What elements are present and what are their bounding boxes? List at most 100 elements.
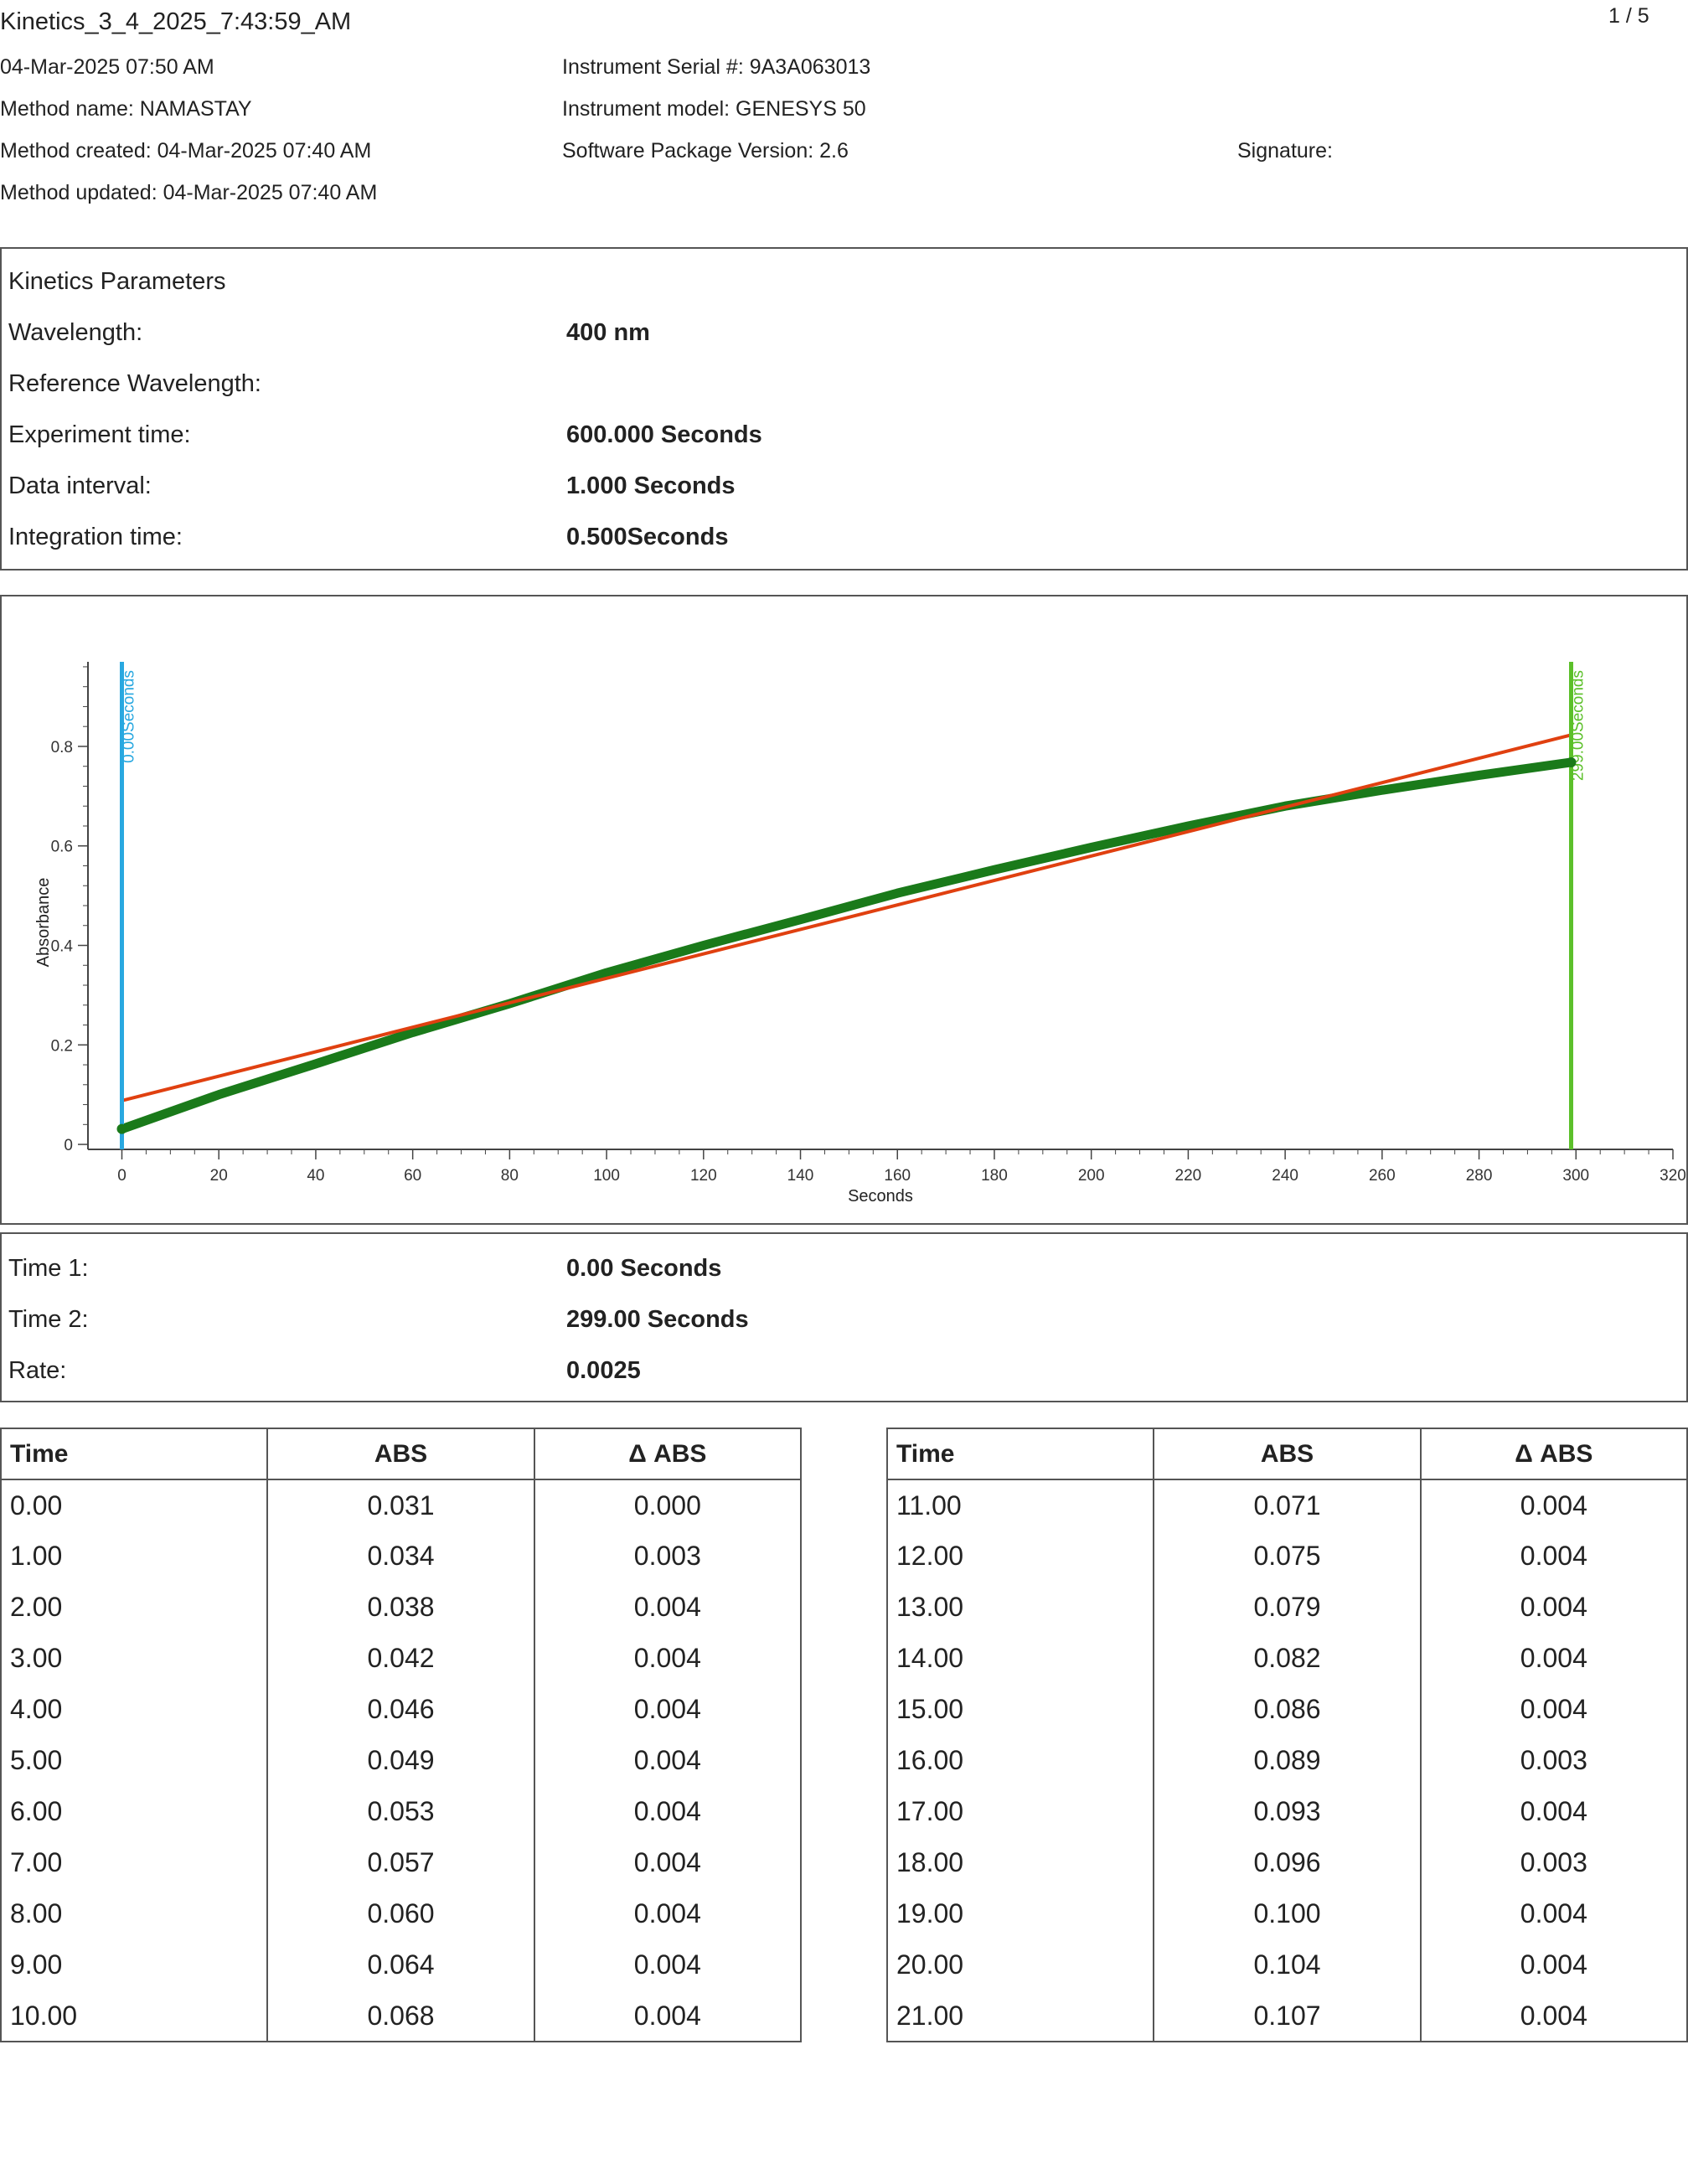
cell-abs: 0.096: [1153, 1837, 1422, 1888]
cell-time: 11.00: [885, 1479, 1155, 1531]
data-point: [798, 916, 803, 922]
result-label: Time 1:: [8, 1255, 89, 1282]
instrument-serial: Instrument Serial #: 9A3A063013: [562, 55, 871, 79]
cell-delta-abs: 0.004: [1419, 1582, 1688, 1633]
x-tick-label: 100: [593, 1167, 620, 1185]
data-point: [410, 1030, 416, 1035]
y-tick-label: 0: [64, 1137, 73, 1154]
cell-time: 16.00: [885, 1735, 1155, 1786]
cell-time: 5.00: [0, 1735, 269, 1786]
param-value: 400 nm: [566, 319, 650, 346]
table-row: 7.00 0.057 0.004: [0, 1837, 803, 1888]
cell-time: 1.00: [0, 1531, 269, 1582]
page-indicator: 1 / 5: [1608, 4, 1649, 28]
chart-panel: 0 20 40 60 80 100 120 140 160 180 200 220 240 260 280 3…: [0, 595, 1688, 1225]
time-marker-label: 0.00Seconds: [121, 670, 138, 763]
cell-delta-abs: 0.004: [1419, 1990, 1688, 2042]
table-row: 0.00 0.031 0.000: [0, 1479, 803, 1531]
cell-abs: 0.038: [266, 1582, 535, 1633]
cell-abs: 0.079: [1153, 1582, 1422, 1633]
cell-delta-abs: 0.004: [1419, 1684, 1688, 1735]
cell-abs: 0.107: [1153, 1990, 1422, 2042]
time-marker-label: 299.00Seconds: [1569, 670, 1587, 781]
method-updated: Method updated: 04-Mar-2025 07:40 AM: [0, 181, 378, 204]
cell-delta-abs: 0.003: [1419, 1837, 1688, 1888]
x-tick-label: 240: [1272, 1167, 1298, 1185]
cell-abs: 0.100: [1153, 1888, 1422, 1939]
cell-abs: 0.093: [1153, 1786, 1422, 1837]
col-header-delta-abs: Δ ABS: [533, 1428, 803, 1480]
x-axis-label: Seconds: [848, 1187, 913, 1206]
param-label: Data interval:: [8, 472, 152, 499]
x-tick-label: 320: [1660, 1167, 1686, 1185]
cell-abs: 0.071: [1153, 1479, 1422, 1531]
col-header-abs: ABS: [1153, 1428, 1422, 1480]
kinetics-parameters-panel: Kinetics Parameters Wavelength: 400 nm R…: [0, 247, 1688, 571]
cell-abs: 0.064: [266, 1939, 535, 1990]
cell-abs: 0.075: [1153, 1531, 1422, 1582]
cell-delta-abs: 0.004: [533, 1786, 803, 1837]
result-value: 0.00 Seconds: [566, 1255, 722, 1282]
cell-delta-abs: 0.004: [533, 1939, 803, 1990]
x-tick-label: 180: [981, 1167, 1008, 1185]
file-title: Kinetics_3_4_2025_7:43:59_AM: [0, 8, 352, 35]
cell-time: 21.00: [885, 1990, 1155, 2042]
data-point: [604, 970, 610, 976]
y-tick-label: 0.8: [51, 739, 73, 756]
cell-abs: 0.031: [266, 1479, 535, 1531]
cell-time: 4.00: [0, 1684, 269, 1735]
cell-abs: 0.104: [1153, 1939, 1422, 1990]
col-header-time: Time: [0, 1428, 269, 1480]
table-row: 15.00 0.086 0.004: [885, 1684, 1688, 1735]
param-label: Reference Wavelength:: [8, 370, 261, 397]
signature-label: Signature:: [1237, 139, 1333, 163]
data-point: [312, 1061, 318, 1066]
cell-time: 10.00: [0, 1990, 269, 2042]
param-label: Integration time:: [8, 524, 183, 550]
cell-abs: 0.060: [266, 1888, 535, 1939]
col-header-abs: ABS: [266, 1428, 535, 1480]
x-tick-label: 120: [690, 1167, 717, 1185]
cell-abs: 0.089: [1153, 1735, 1422, 1786]
software-version: Software Package Version: 2.6: [562, 139, 849, 163]
param-value: 1.000 Seconds: [566, 472, 736, 499]
table-row: 12.00 0.075 0.004: [885, 1531, 1688, 1582]
cell-delta-abs: 0.003: [533, 1531, 803, 1582]
table-row: 17.00 0.093 0.004: [885, 1786, 1688, 1837]
cell-abs: 0.057: [266, 1837, 535, 1888]
table-row: 5.00 0.049 0.004: [0, 1735, 803, 1786]
parameters-heading: Kinetics Parameters: [8, 268, 226, 295]
cell-time: 13.00: [885, 1582, 1155, 1633]
cell-delta-abs: 0.004: [533, 1837, 803, 1888]
cell-time: 6.00: [0, 1786, 269, 1837]
cell-time: 8.00: [0, 1888, 269, 1939]
result-label: Rate:: [8, 1357, 67, 1384]
x-tick-label: 260: [1369, 1167, 1396, 1185]
cell-abs: 0.082: [1153, 1633, 1422, 1684]
data-point: [216, 1092, 222, 1097]
x-tick-label: 20: [210, 1167, 228, 1185]
cell-delta-abs: 0.004: [533, 1990, 803, 2042]
table-row: 16.00 0.089 0.003: [885, 1735, 1688, 1786]
table-row: 11.00 0.071 0.004: [885, 1479, 1688, 1531]
cell-time: 14.00: [885, 1633, 1155, 1684]
cell-abs: 0.086: [1153, 1684, 1422, 1735]
x-tick-label: 40: [307, 1167, 324, 1185]
param-value: 0.500Seconds: [566, 524, 729, 550]
table-row: 10.00 0.068 0.004: [0, 1990, 803, 2042]
cell-delta-abs: 0.004: [1419, 1939, 1688, 1990]
x-tick-label: 300: [1562, 1167, 1589, 1185]
cell-delta-abs: 0.004: [1419, 1531, 1688, 1582]
param-label: Experiment time:: [8, 421, 191, 448]
cell-delta-abs: 0.004: [1419, 1888, 1688, 1939]
table-row: 14.00 0.082 0.004: [885, 1633, 1688, 1684]
cell-time: 7.00: [0, 1837, 269, 1888]
data-point: [895, 891, 901, 896]
x-tick-label: 220: [1175, 1167, 1202, 1185]
col-header-delta-abs: Δ ABS: [1419, 1428, 1688, 1480]
cell-delta-abs: 0.004: [533, 1582, 803, 1633]
table-row: 20.00 0.104 0.004: [885, 1939, 1688, 1990]
cell-delta-abs: 0.004: [1419, 1479, 1688, 1531]
cell-time: 2.00: [0, 1582, 269, 1633]
data-table-right: Time ABS Δ ABS 11.00 0.071 0.004 12.00 0.075…: [885, 1428, 1688, 2042]
